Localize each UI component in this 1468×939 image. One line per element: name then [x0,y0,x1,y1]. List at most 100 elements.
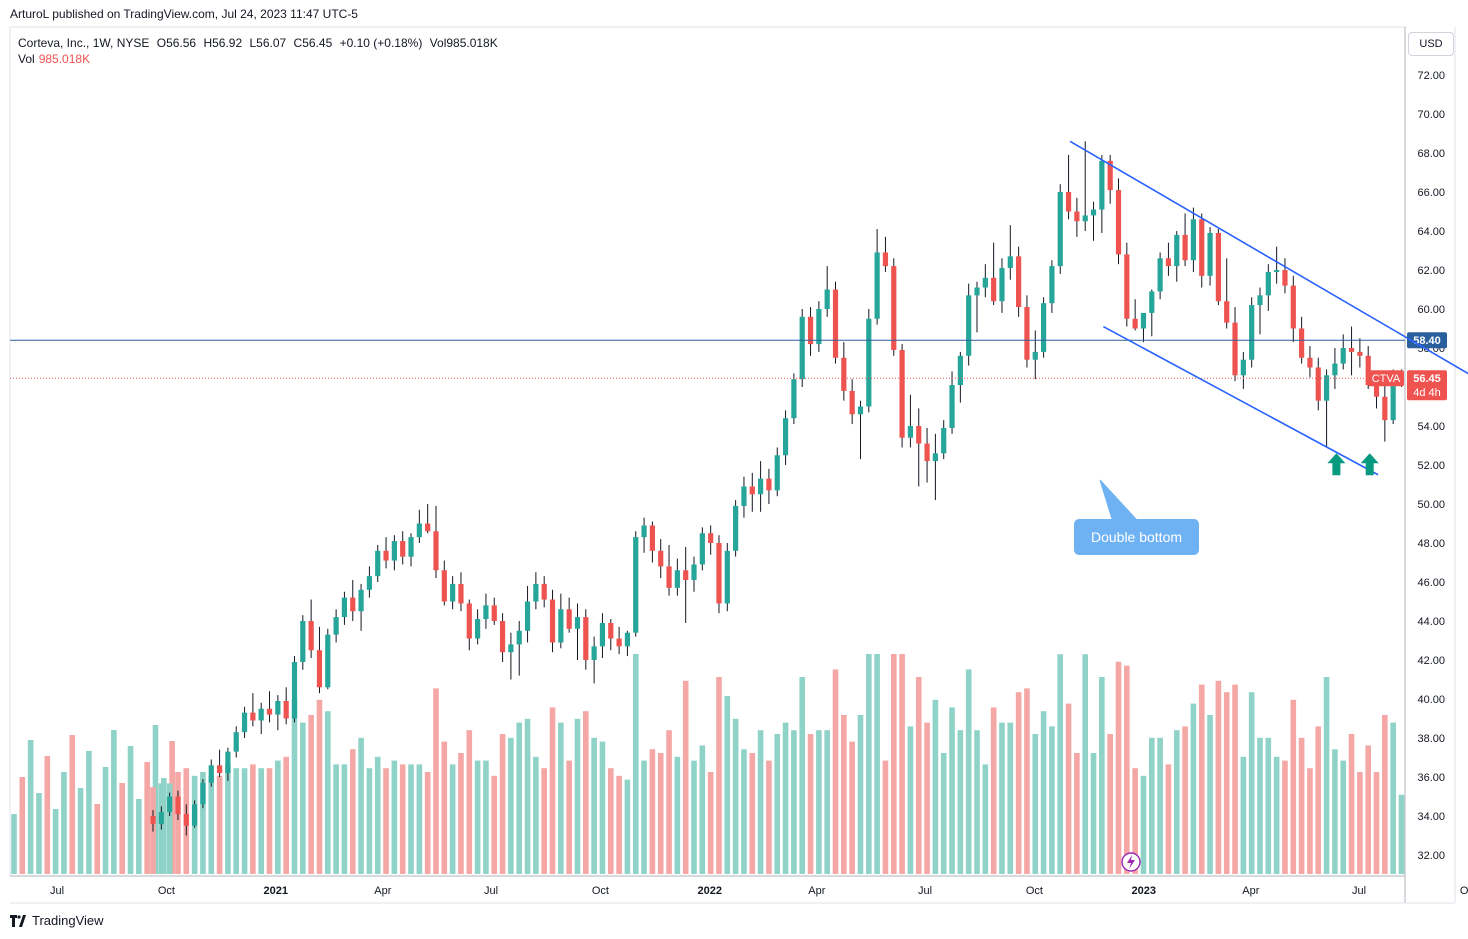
volume-bar [1140,775,1147,874]
volume-bar [324,711,331,874]
candle-body [724,550,730,604]
tradingview-logo-icon [10,914,26,927]
volume-bar [732,718,739,874]
candle-body [1257,295,1263,306]
volume-bar [1265,737,1272,874]
trend-line-lower [1102,325,1379,476]
publisher-line: ArturoL published on TradingView.com, Ju… [10,7,358,21]
candle-body [1232,322,1238,376]
ohlc-volume: Vol985.018K [429,36,498,50]
candle-body [1265,271,1271,296]
volume-bar [483,760,489,874]
candle-body [192,804,198,826]
volume-bar [624,779,631,874]
volume-bar [1148,737,1155,874]
volume-bar [119,783,126,874]
candle-body [1057,192,1063,267]
candle-body [508,644,514,653]
candle-body [158,812,164,824]
candle-body [991,277,997,302]
y-tick-label: 66.00 [1417,187,1445,199]
volume-bar [591,737,597,874]
candle-body [758,478,764,495]
volume-bar [225,764,231,874]
currency-button[interactable]: USD [1408,32,1454,56]
candle-body [807,316,814,345]
candle-body [408,537,414,557]
volume-bar [1248,692,1255,874]
candle-body [1323,375,1330,401]
candle-body [316,650,323,688]
last-price-label: 56.45 [1413,373,1441,385]
volume-bar [291,699,298,874]
volume-bar [1157,737,1163,874]
candle-body [949,385,955,428]
x-tick-label: Jul [918,885,932,897]
volume-bar [516,722,523,874]
volume-bar [1182,726,1188,874]
volume-bar [1207,715,1213,874]
candle-body [1049,266,1055,304]
candle-body [608,622,614,639]
volume-bar [1074,753,1080,874]
volume-bar [1240,756,1247,874]
footer-brand: TradingView [10,913,104,928]
volume-bar [1357,772,1363,874]
volume-bar [699,745,706,874]
candle-body [1174,234,1180,267]
candle-body [549,599,556,643]
volume-bar [599,741,606,874]
volume-bar [866,654,872,874]
volume-bar [1198,684,1205,874]
candle-body [275,700,281,715]
candle-body [325,634,331,688]
candle-body [375,550,381,577]
candle-body [866,318,872,407]
candle-body [1165,258,1172,267]
candle-body [1315,367,1321,401]
x-tick-label: Apr [374,885,391,897]
y-tick-label: 72.00 [1417,70,1445,82]
candle-body [1340,348,1346,364]
y-tick-label: 68.00 [1417,148,1445,160]
candle-body [841,357,847,391]
x-tick-label: Jul [50,885,64,897]
lightning-glyph-icon [1127,855,1135,869]
ohlc-close: C56.45 [293,36,333,50]
volume-bar [433,688,439,874]
candle-body [624,632,631,647]
volume-bar [1340,760,1347,874]
y-tick-label: 50.00 [1417,499,1445,511]
candle-body [1090,209,1097,216]
volume-bar [1132,768,1138,874]
candle-body [1107,160,1113,191]
candle-body [791,379,797,419]
candle-body [691,564,697,581]
volume-legend-label[interactable]: Vol [18,52,35,66]
volume-bar [399,764,406,874]
volume-bar [533,756,539,874]
volume-bar [940,753,947,874]
callout-box [1074,519,1199,555]
volume-bar [1257,737,1263,874]
candle-body [533,583,539,602]
candle-body [1290,285,1296,329]
candle-body [425,523,431,532]
volume-bar [308,715,314,874]
y-tick-label: 32.00 [1417,850,1445,862]
volume-bar [757,730,764,874]
candle-body [1074,211,1080,222]
candle-body [1274,270,1280,272]
candle-body [749,486,755,495]
candle-body [982,277,988,288]
candle-body [1132,318,1138,329]
volume-bar [69,735,76,874]
volume-bar [283,756,289,874]
volume-bar [807,734,814,874]
callout-pointer [1099,479,1138,520]
volume-bar [275,760,281,874]
volume-bar [266,768,273,874]
candle-body [583,617,589,660]
symbol-name[interactable]: Corteva, Inc., 1W, NYSE [18,36,150,50]
